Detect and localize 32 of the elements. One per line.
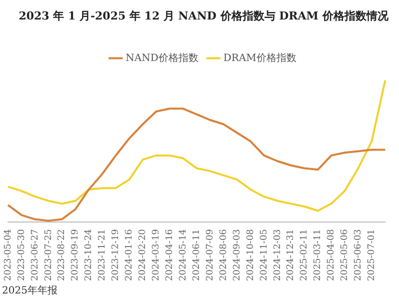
x-tick-label: 2025-03-11: [313, 229, 324, 281]
x-tick-label: 2024-08-06: [218, 228, 229, 281]
x-tick-label: 2024-09-03: [232, 228, 242, 281]
x-tick-label: 2024-10-08: [246, 228, 256, 281]
x-tick-label: 2023-11-21: [98, 229, 108, 281]
x-tick-label: 2023-10-24: [84, 228, 94, 281]
x-tick-label: 2024-06-11: [192, 229, 202, 281]
x-tick-label: 2024-04-16: [165, 228, 175, 281]
text: 2025年年报: [2, 284, 58, 297]
x-tick-label: 2024-03-19: [152, 228, 162, 281]
x-tick-label: 2024-02-20: [138, 228, 148, 281]
x-tick-label: 2024-07-09: [205, 228, 216, 281]
x-tick-label: 2023-07-25: [44, 228, 54, 281]
x-tick-label: 2023-06-27: [30, 228, 40, 281]
x-tick-label: 2024-05-14: [178, 228, 188, 281]
x-tick-label: 2025-07-01: [367, 229, 378, 281]
x-tick-label: 2024-12-31: [286, 229, 296, 281]
x-tick-label: 2023-08-22: [57, 229, 68, 281]
x-tick-label: 2024-12-03: [272, 228, 283, 281]
chart-title: 2023 年 1 月-2025 年 12 月 NAND 价格指数与 DRAM 价格指数情况: [18, 9, 390, 22]
x-tick-label: 2025-05-06: [340, 228, 350, 281]
x-tick-label: 2024-01-16: [124, 228, 135, 281]
x-tick-label: 2025-06-03: [354, 228, 364, 281]
legend-label: DRAM价格指数: [223, 52, 296, 64]
x-tick-label: 2025-02-11: [300, 229, 310, 281]
x-tick-label: 2023-05-30: [16, 228, 27, 281]
x-tick-label: 2023-09-19: [70, 228, 81, 281]
x-tick-label: 2023-12-19: [111, 228, 122, 281]
legend-label: NAND价格指数: [126, 52, 198, 64]
x-tick-label: 2024-11-05: [259, 228, 270, 281]
x-tick-label: 2023-05-04: [3, 228, 14, 281]
x-tick-label: 2025-04-08: [326, 228, 337, 281]
